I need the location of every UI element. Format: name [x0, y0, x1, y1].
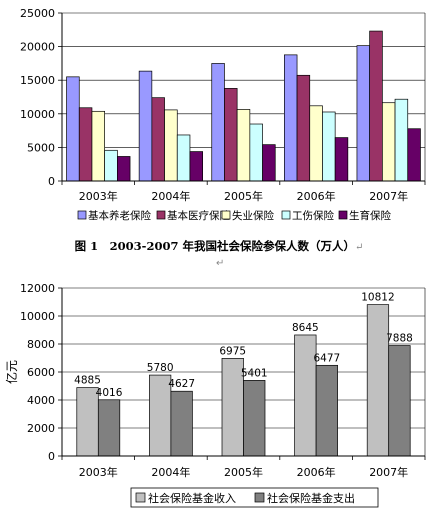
x-tick-label: 2003年 — [79, 465, 118, 479]
chart-insured-persons: 0 5000 10000 15000 20000 25000 2003年 2004年 2005年… — [20, 7, 426, 222]
legend: 社会保险基金收入 社会保险基金支出 — [130, 487, 379, 508]
bar-2-1 — [164, 109, 178, 182]
legend-swatch-2 — [221, 210, 231, 220]
y-axis-title: 亿元 — [4, 360, 19, 384]
bar-0-4 — [356, 45, 371, 182]
bar-4-1 — [189, 151, 203, 182]
y-tick-label: 10000 — [20, 108, 55, 121]
legend-swatch-0 — [77, 210, 87, 220]
legend-label-1: 基本医疗保险 — [167, 209, 230, 222]
bar-1-1 — [170, 390, 193, 457]
bar-1-2 — [243, 380, 266, 457]
bar-1-1 — [151, 97, 165, 182]
data-label-0-0: 4885 — [74, 375, 101, 387]
x-tick-label: 2006年 — [297, 189, 336, 203]
x-tick-label: 2005年 — [224, 189, 263, 203]
legend-swatch-3 — [281, 210, 291, 220]
x-tick-label: 2004年 — [151, 465, 190, 479]
caption-text: 图 1 2003-2007 年我国社会保险参保人数（万人） — [74, 239, 355, 253]
bar-2-3 — [309, 105, 323, 182]
data-label-1-1: 4627 — [168, 378, 195, 390]
data-label-1-0: 4016 — [96, 387, 123, 399]
data-label-1-2: 5401 — [241, 367, 268, 379]
legend-label-0: 基本养老保险 — [88, 209, 151, 222]
legend-swatch-0 — [135, 492, 146, 503]
data-label-1-3: 6477 — [313, 352, 340, 364]
bar-1-0 — [97, 399, 121, 457]
bar-4-2 — [262, 144, 276, 182]
bar-3-3 — [322, 111, 336, 182]
legend-swatch-4 — [338, 210, 348, 220]
bar-3-4 — [394, 98, 409, 182]
bar-4-0 — [116, 156, 131, 182]
bar-0-1 — [138, 70, 153, 182]
y-tick-label: 25000 — [20, 7, 55, 20]
data-label-0-3: 8645 — [292, 322, 319, 334]
paragraph-return-mark: ↵ — [216, 258, 225, 269]
y-tick-label: 0 — [48, 175, 55, 188]
legend-label-2: 失业保险 — [232, 209, 274, 222]
data-label-0-2: 6975 — [219, 345, 246, 357]
y-tick-label: 15000 — [20, 74, 55, 87]
bar-2-4 — [382, 102, 396, 182]
bar-1-0 — [78, 107, 93, 182]
data-label-0-4: 10812 — [361, 292, 394, 304]
y-tick-label: 2000 — [27, 422, 55, 435]
x-tick-label: 2004年 — [151, 189, 190, 203]
y-tick-label: 4000 — [27, 394, 55, 407]
legend-label-3: 工伤保险 — [292, 209, 334, 222]
y-tick-label: 5000 — [27, 141, 55, 154]
x-tick-label: 2007年 — [369, 189, 408, 203]
y-tick-label: 10000 — [20, 310, 55, 323]
bar-2-0 — [91, 110, 105, 182]
bar-1-4 — [369, 30, 383, 182]
y-tick-label: 20000 — [20, 41, 55, 54]
data-label-1-4: 7888 — [386, 333, 413, 345]
bar-0-4 — [366, 304, 390, 457]
bar-4-4 — [407, 128, 421, 182]
x-tick-label: 2005年 — [224, 465, 263, 479]
y-tick-label: 6000 — [27, 366, 55, 379]
bar-2-2 — [236, 109, 251, 182]
data-label-0-1: 5780 — [147, 362, 174, 374]
legend-box — [130, 487, 379, 508]
legend-label-4: 生育保险 — [349, 209, 391, 222]
bar-3-1 — [176, 134, 191, 182]
figure-caption: 图 1 2003-2007 年我国社会保险参保人数（万人）↵ — [0, 238, 438, 254]
bar-3-2 — [249, 123, 263, 182]
x-tick-label: 2007年 — [369, 465, 408, 479]
bar-0-0 — [66, 76, 80, 182]
bar-4-3 — [334, 137, 349, 182]
bar-3-0 — [104, 149, 118, 182]
bar-1-4 — [388, 345, 411, 457]
bar-0-2 — [211, 63, 225, 182]
y-tick-label: 8000 — [27, 338, 55, 351]
legend-swatch-1 — [156, 210, 166, 220]
x-tick-label: 2003年 — [79, 189, 118, 203]
bar-1-2 — [224, 88, 238, 182]
bar-0-3 — [284, 54, 298, 182]
bar-1-3 — [315, 364, 338, 457]
y-tick-label: 0 — [48, 450, 55, 463]
caption-return-mark: ↵ — [354, 242, 364, 253]
legend-label-1: 社会保险基金支出 — [267, 491, 355, 505]
x-tick-label: 2006年 — [297, 465, 336, 479]
y-tick-label: 12000 — [20, 282, 55, 295]
bar-1-3 — [296, 74, 311, 182]
legend-label-0: 社会保险基金收入 — [148, 491, 236, 505]
legend-swatch-1 — [254, 492, 265, 503]
